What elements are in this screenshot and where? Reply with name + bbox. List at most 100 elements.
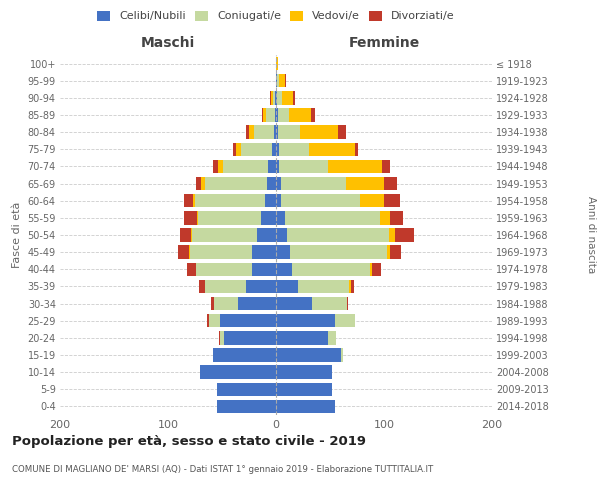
Bar (277, 91, 283, 104)
Text: Femmine: Femmine (349, 36, 419, 50)
Bar (276, 400, 335, 413)
Bar (205, 177, 268, 190)
Bar (279, 142, 310, 156)
Bar (205, 280, 246, 293)
Bar (279, 160, 328, 173)
Bar (214, 348, 276, 362)
Bar (207, 314, 209, 328)
Bar (276, 297, 311, 310)
Bar (360, 194, 384, 207)
Bar (254, 126, 274, 139)
Bar (187, 262, 196, 276)
Bar (188, 246, 190, 259)
Bar (370, 262, 372, 276)
Bar (276, 382, 332, 396)
Bar (220, 314, 276, 328)
Bar (241, 142, 272, 156)
Bar (287, 228, 389, 241)
Bar (281, 177, 346, 190)
Bar (271, 91, 273, 104)
Bar (281, 194, 360, 207)
Bar (272, 142, 276, 156)
Bar (276, 108, 278, 122)
Bar (276, 331, 328, 344)
Bar (384, 177, 397, 190)
Bar (278, 126, 300, 139)
Bar (277, 74, 279, 88)
Bar (276, 246, 290, 259)
Bar (298, 280, 349, 293)
Bar (195, 194, 265, 207)
Bar (246, 280, 276, 293)
Bar (199, 280, 205, 293)
Bar (355, 142, 358, 156)
Text: Maschi: Maschi (141, 36, 195, 50)
Bar (274, 126, 276, 139)
Bar (214, 160, 218, 173)
Bar (223, 160, 268, 173)
Bar (275, 91, 276, 104)
Bar (338, 126, 346, 139)
Bar (276, 74, 277, 88)
Bar (196, 177, 202, 190)
Bar (276, 262, 292, 276)
Bar (200, 366, 276, 379)
Bar (196, 262, 252, 276)
Bar (273, 91, 275, 104)
Bar (341, 348, 343, 362)
Bar (276, 126, 278, 139)
Bar (311, 297, 347, 310)
Bar (384, 194, 400, 207)
Bar (276, 91, 277, 104)
Bar (184, 211, 197, 224)
Bar (283, 91, 293, 104)
Bar (263, 108, 266, 122)
Bar (328, 160, 382, 173)
Bar (266, 108, 275, 122)
Bar (380, 211, 391, 224)
Bar (220, 331, 224, 344)
Bar (346, 177, 384, 190)
Text: Popolazione per età, sesso e stato civile - 2019: Popolazione per età, sesso e stato civil… (12, 435, 366, 448)
Bar (276, 57, 278, 70)
Bar (276, 366, 332, 379)
Bar (276, 348, 341, 362)
Bar (372, 262, 381, 276)
Bar (261, 211, 276, 224)
Bar (395, 228, 414, 241)
Bar (262, 108, 263, 122)
Bar (335, 314, 355, 328)
Bar (268, 160, 276, 173)
Bar (191, 228, 192, 241)
Bar (211, 297, 214, 310)
Bar (275, 108, 276, 122)
Y-axis label: Fasce di età: Fasce di età (12, 202, 22, 268)
Bar (269, 91, 271, 104)
Bar (184, 194, 193, 207)
Text: COMUNE DI MAGLIANO DE' MARSI (AQ) - Dati ISTAT 1° gennaio 2019 - Elaborazione TU: COMUNE DI MAGLIANO DE' MARSI (AQ) - Dati… (12, 465, 433, 474)
Bar (276, 314, 335, 328)
Bar (236, 142, 241, 156)
Bar (190, 246, 252, 259)
Bar (193, 194, 195, 207)
Bar (214, 297, 238, 310)
Bar (276, 177, 281, 190)
Bar (292, 262, 370, 276)
Bar (284, 74, 286, 88)
Bar (224, 331, 276, 344)
Bar (278, 108, 289, 122)
Bar (197, 211, 198, 224)
Bar (217, 382, 276, 396)
Bar (252, 246, 276, 259)
Bar (252, 262, 276, 276)
Bar (233, 142, 236, 156)
Bar (217, 400, 276, 413)
Bar (276, 160, 279, 173)
Bar (218, 160, 223, 173)
Bar (328, 331, 337, 344)
Bar (180, 228, 191, 241)
Bar (276, 228, 287, 241)
Bar (391, 246, 401, 259)
Bar (209, 314, 220, 328)
Bar (202, 177, 205, 190)
